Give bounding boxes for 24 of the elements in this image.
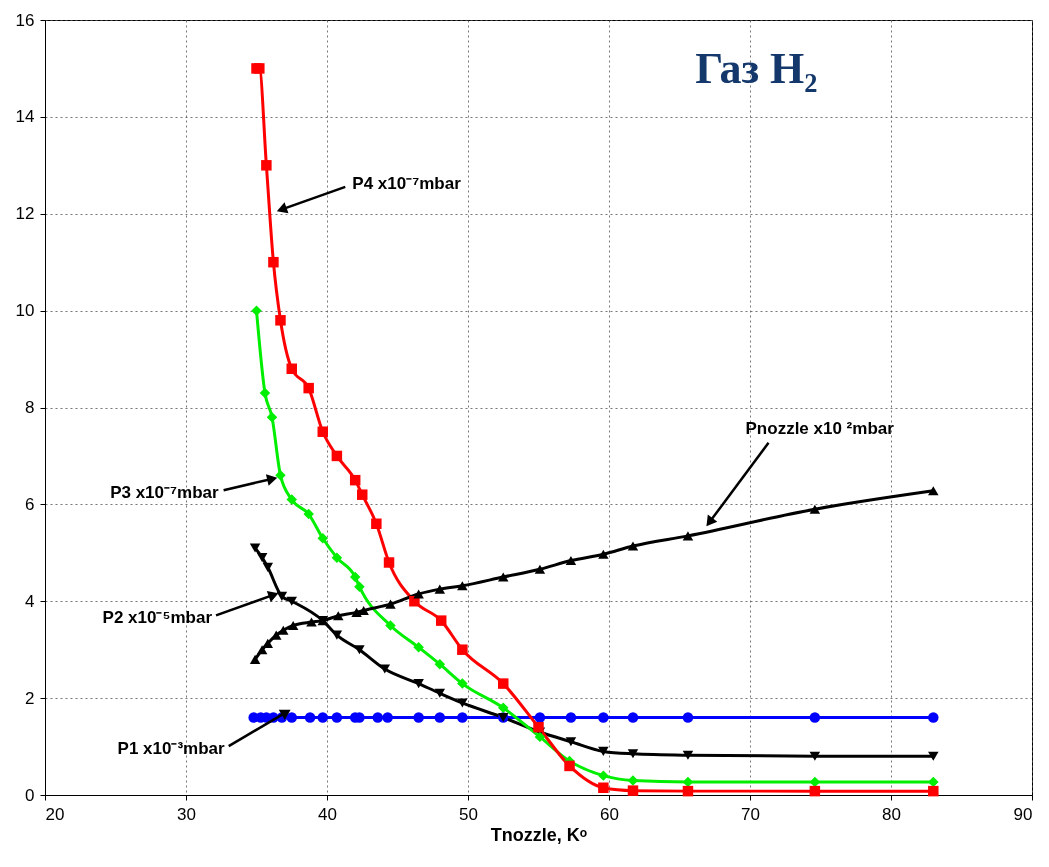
y-tick-label: 8 [25, 398, 35, 417]
x-tick-label: 20 [45, 804, 65, 824]
y-tick-label: 4 [25, 591, 35, 611]
y-tick-label: 0 [25, 785, 35, 805]
annotation: P3 x10⁻⁷mbar [110, 483, 219, 503]
y-tick-label: 6 [25, 494, 35, 514]
annotation: P2 x10⁻⁵mbar [102, 608, 213, 628]
y-tick-label: 2 [25, 688, 35, 708]
x-tick-label: 40 [318, 804, 337, 824]
y-tick-label: 14 [15, 107, 35, 127]
y-tick-label: 16 [15, 10, 35, 30]
y-tick-label: 10 [15, 301, 35, 321]
text: Газ H₂ [695, 44, 818, 93]
x-tick-label: 60 [600, 804, 619, 824]
x-tick-label: 30 [177, 804, 196, 824]
x-tick-label: 70 [741, 804, 760, 824]
annotation: Pnozzle x10 ²mbar [745, 418, 895, 438]
annotation: P1 x10⁻³mbar [117, 739, 226, 759]
x-tick-label: 80 [882, 804, 901, 824]
annotation: P4 x10⁻⁷mbar [352, 173, 462, 193]
x-tick-label: 90 [1013, 804, 1033, 824]
y-tick-label: 12 [15, 204, 35, 224]
x-axis-title: Tnozzle, Kᵒ [490, 824, 588, 845]
x-tick-label: 50 [459, 804, 478, 824]
